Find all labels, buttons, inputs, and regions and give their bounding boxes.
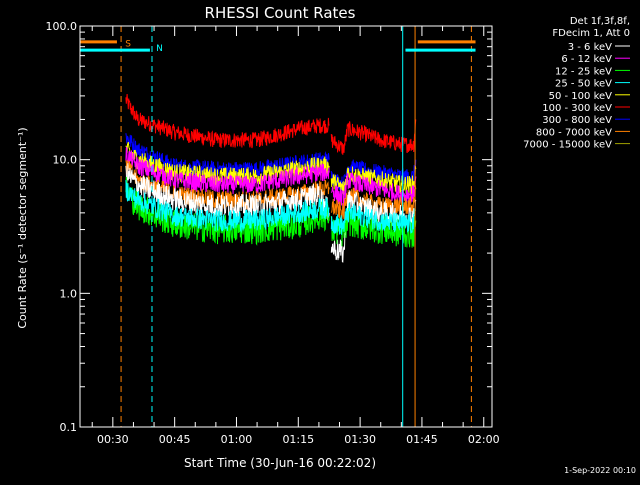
legend-header: FDecim 1, Att 0 [552,28,630,39]
legend-label: 100 - 300 keV [542,103,612,114]
series-line-50-100-kev-2 [330,166,417,196]
plot-frame [79,25,493,428]
x-tick-label: 01:45 [406,433,438,446]
y-tick-label: 10.0 [53,154,78,167]
series-line-25-50-kev-2 [330,202,416,235]
legend-label: 6 - 12 keV [561,54,612,65]
x-tick-label: 02:00 [468,433,500,446]
y-tick-label: 1.0 [60,287,78,300]
x-tick-label: 00:45 [159,433,191,446]
x-axis-label: Start Time (30-Jun-16 00:22:02) [184,456,376,470]
legend-header: Det 1f,3f,8f, [570,16,630,27]
series-line-3-6-kev-1 [125,163,330,223]
legend-label: 800 - 7000 keV [536,127,612,138]
legend-label: 7000 - 15000 keV [523,140,612,151]
series-line-100-300-kev-2 [330,119,417,155]
x-tick-label: 01:15 [282,433,314,446]
legend-label: 12 - 25 keV [555,66,612,77]
legend-label: 25 - 50 keV [555,79,612,90]
y-axis-label: Count Rate (s⁻¹ detector segment⁻¹) [16,127,29,328]
x-tick-label: 01:00 [221,433,253,446]
x-tick-label: 01:30 [344,433,376,446]
annotation-s: S [125,40,131,50]
series-line-12-25-kev-1 [125,176,330,246]
series-line-25-50-kev-1 [125,180,330,233]
axes: 100.0 10.0 1.0 0.1 00:30 00:45 01:00 01:15 01:30… [46,20,500,446]
series-line-100-300-kev-1 [125,93,330,149]
footer-timestamp: 1-Sep-2022 00:10 [564,466,636,475]
x-tick-label: 00:30 [97,433,129,446]
legend-label: 300 - 800 keV [542,115,612,126]
legend-label: 3 - 6 keV [568,42,612,53]
series-line-6-12-kev-1 [125,146,330,195]
chart-title: RHESSI Count Rates [205,4,356,22]
y-tick-label: 0.1 [60,421,78,434]
y-tick-label: 100.0 [46,20,78,33]
annotation-n: N [156,44,163,54]
legend-label: 50 - 100 keV [549,91,613,102]
